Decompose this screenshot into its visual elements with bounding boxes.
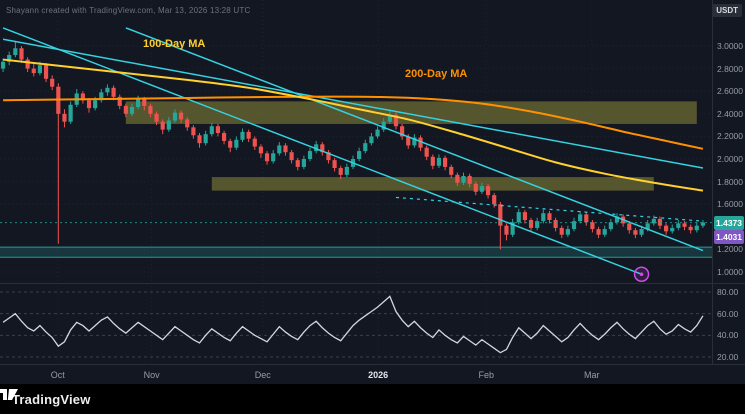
price-axis-label: 2.6000 [717,86,743,97]
target-marker[interactable] [633,266,650,283]
rsi-axis-label: 80.00 [717,287,739,297]
rsi-axis-label: 40.00 [717,330,739,341]
price-axis-label: 2.4000 [717,108,743,119]
time-axis-label: Mar [584,370,600,380]
pane-divider[interactable] [0,283,745,284]
price-axis-label: 2.8000 [717,63,743,74]
rsi-line [2,295,704,354]
trendlines-layer[interactable] [2,27,704,275]
price-scale[interactable]: 3.0000 2.8000 2.6000 2.4000 2.2000 2.0000 1.80… [712,0,745,364]
rsi-axis-label: 20.00 [717,352,739,362]
rsi-pane [0,291,712,358]
price-axis-label: 1.2000 [717,244,743,255]
minor-resistance-dotted-line [395,196,703,222]
tradingview-logo-icon [0,389,18,400]
ma200-label: 200-Day MA [405,68,468,80]
time-axis-label: 2026 [368,370,389,380]
time-scale[interactable]: Oct Nov Dec 2026 Feb Mar [0,364,745,385]
time-axis-label: Nov [143,370,160,380]
time-axis-label: Dec [254,370,271,380]
grid-layer [0,0,712,363]
price-axis-label: 1.6000 [717,199,743,210]
rsi-axis-label: 60.00 [717,308,739,319]
channel-top-trendline [2,38,704,169]
support-band[interactable] [0,246,712,258]
secondary-price-badge: 1.4031 [714,230,744,244]
time-axis-label: Oct [50,370,65,380]
upper-resistance-zone [125,101,697,124]
footer-bar: TradingView [0,384,745,414]
price-axis-label: 3.0000 [717,41,743,51]
price-axis-label: 2.0000 [717,154,743,164]
ma100-line [2,58,704,192]
tradingview-logo[interactable]: TradingView [0,389,91,407]
price-axis-label: 1.0000 [717,267,743,277]
steep-descending-trendline [2,27,642,275]
quote-currency-chip: USDT [712,4,742,17]
ma200-line [3,95,704,150]
price-axis-label: 1.8000 [717,176,743,187]
last-price-badge: 1.4373 [714,216,744,230]
tradingview-wordmark: TradingView [12,391,91,407]
resistance-zones[interactable] [125,101,697,191]
moving-averages-layer [2,58,704,192]
time-axis-label: Feb [478,370,494,380]
chart-watermark: Shayann created with TradingView.com, Ma… [6,6,251,15]
ma100-label: 100-Day MA [143,38,206,50]
mid-resistance-zone [211,177,654,191]
price-axis-label: 2.2000 [717,131,743,142]
